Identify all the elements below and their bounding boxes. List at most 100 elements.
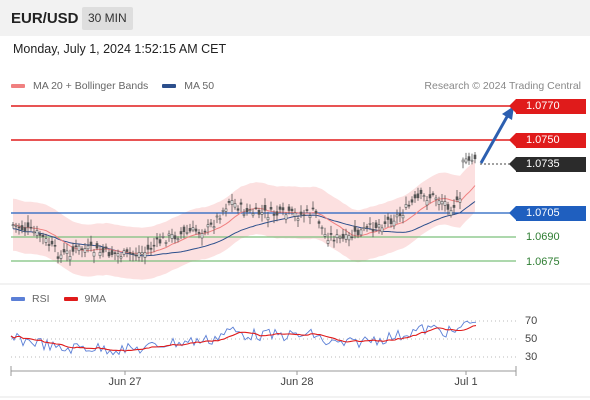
candle-body [305,209,309,211]
candle-body [272,213,276,216]
candle-body [419,189,423,194]
timeframe-badge[interactable]: 30 MIN [82,7,133,30]
candle-body [239,202,243,205]
price-tag-resistance-2: 1.0770 [509,99,586,114]
candle-body [308,215,312,219]
legend-swatch [11,84,25,88]
candle-body [317,221,321,224]
candle-body [446,204,450,210]
candle-body [137,252,141,258]
candle-body [374,222,378,229]
candle-body [362,227,366,230]
candle-body [170,234,174,239]
candle-body [302,214,306,216]
legend-label: 9MA [84,293,107,305]
candle-body [338,236,342,239]
candle-body [281,207,285,211]
candle-body [35,230,39,236]
candle-body [347,235,351,241]
candle-body [47,244,51,246]
price-tag-support-1: 1.0690 [526,231,560,243]
candle-body [104,246,108,249]
candle-body [407,204,411,207]
candle-body [404,204,408,208]
candle-body [386,216,390,220]
candle-body [158,239,162,244]
price-tag-pivot: 1.0705 [509,206,586,221]
candle-body [173,235,177,240]
candle-body [176,238,180,241]
candle-body [131,253,135,255]
legend-item-rsi: RSI [11,293,50,305]
candle-body [413,194,417,199]
candle-body [278,206,282,210]
candle-body [44,238,48,243]
candle-body [389,218,393,224]
candle-body [128,252,132,254]
candle-body [116,253,120,257]
candle-body [371,229,375,232]
legend-label: MA 50 [184,80,215,92]
candle-body [50,240,54,245]
candle-body [89,241,93,246]
candle-body [455,196,459,201]
candle-body [344,234,348,240]
candle-body [227,201,231,203]
candle-body [185,232,189,234]
candle-body [68,255,72,261]
chart-header: EUR/USD 30 MIN [0,0,590,36]
candle-body [416,193,420,199]
candlesticks [11,152,477,266]
candle-body [350,236,354,239]
candle-body [341,233,345,239]
legend-swatch [11,297,25,301]
legend-item-9ma: 9MA [63,293,107,305]
candle-body [296,218,300,221]
legend-label: MA 20 + Bollinger Bands [33,80,149,92]
candle-body [110,250,114,255]
candle-body [74,245,78,248]
main-legend: MA 20 + Bollinger Bands MA 50 [11,80,228,92]
candle-body [215,215,219,218]
legend-item-ma50: MA 50 [162,80,214,92]
candle-body [320,227,324,229]
legend-item-ma20-bollinger: MA 20 + Bollinger Bands [11,80,148,92]
candle-body [125,249,129,252]
candle-body [218,218,222,221]
candle-body [290,208,294,212]
candle-body [242,214,246,216]
candle-body [401,215,405,219]
candle-body [101,247,105,253]
candle-body [53,245,57,247]
candle-body [254,207,258,210]
candle-body [467,156,471,161]
candle-body [95,243,99,249]
candle-body [134,254,138,257]
candle-body [203,230,207,233]
candle-body [284,214,288,220]
candle-body [458,198,462,203]
candle-body [275,211,279,216]
candle-body [11,224,15,226]
price-tag-support-2: 1.0675 [526,256,560,268]
candle-body [143,252,147,258]
candle-body [191,227,195,231]
price-tag-resistance-1: 1.0750 [509,133,586,148]
candle-body [197,232,201,234]
candle-body [356,229,360,236]
candle-body [86,245,90,250]
candle-body [380,227,384,233]
candle-body [149,247,153,250]
candle-body [20,225,24,230]
candle-body [332,239,336,242]
candle-body [224,208,228,212]
candle-body [146,244,150,250]
candle-body [17,226,21,229]
candle-body [434,197,438,200]
date-label-jun27: Jun 27 [108,376,142,388]
candle-body [200,233,204,239]
candle-body [212,226,216,229]
candle-body [107,252,111,257]
candle-body [266,217,270,221]
